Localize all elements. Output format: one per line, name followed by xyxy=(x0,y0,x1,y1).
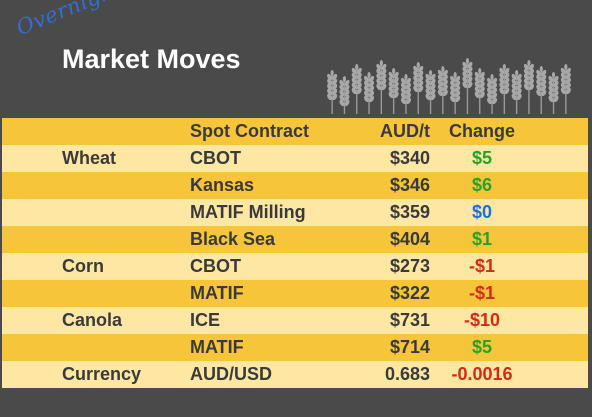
column-header-contract: Spot Contract xyxy=(190,121,309,141)
wheat-stalk-icon xyxy=(536,66,547,114)
wheat-stalk-icon xyxy=(425,70,436,114)
contract-cell: Black Sea xyxy=(190,229,276,249)
market-table: Spot Contract AUD/t Change Wheat CBOT $340… xyxy=(2,118,588,388)
commodity-cell: Corn xyxy=(62,256,104,276)
overnight-label: Overnight xyxy=(13,0,126,40)
page-title: Market Moves xyxy=(62,44,241,74)
contract-cell: CBOT xyxy=(190,148,241,168)
wheat-stalk-icon xyxy=(487,74,498,114)
commodity-cell: Wheat xyxy=(62,148,116,168)
price-cell: $273 xyxy=(389,256,430,276)
change-cell: $0 xyxy=(471,202,493,222)
wheat-stalk-icon xyxy=(523,60,534,114)
change-cell: -$1 xyxy=(468,283,495,303)
wheat-stalk-icon xyxy=(339,76,350,114)
commodity-cell: Canola xyxy=(62,310,123,330)
table-row: Canola ICE $731 -$10 xyxy=(2,307,588,334)
change-cell: $5 xyxy=(471,337,493,357)
contract-cell: ICE xyxy=(190,310,221,330)
contract-cell: CBOT xyxy=(190,256,241,276)
wheat-stalks-decoration xyxy=(327,58,571,114)
column-header-price: AUD/t xyxy=(380,121,430,141)
price-cell: $322 xyxy=(389,283,430,303)
table-row: Wheat CBOT $340 $5 xyxy=(2,145,588,172)
wheat-stalk-icon xyxy=(450,72,461,114)
table-row: Black Sea $404 $1 xyxy=(2,226,588,253)
commodity-cell: Currency xyxy=(62,364,142,384)
wheat-stalk-icon xyxy=(462,58,473,114)
table-header-row: Spot Contract AUD/t Change xyxy=(2,118,588,145)
wheat-stalk-icon xyxy=(400,74,411,114)
price-cell: $346 xyxy=(389,175,430,195)
contract-cell: Kansas xyxy=(190,175,255,195)
wheat-stalk-icon xyxy=(474,68,485,114)
change-cell: $5 xyxy=(471,148,493,168)
wheat-stalk-icon xyxy=(364,72,375,114)
price-cell: $359 xyxy=(389,202,430,222)
wheat-stalk-icon xyxy=(437,66,448,114)
price-cell: $340 xyxy=(389,148,430,168)
header: Overnight Market Moves xyxy=(0,0,592,118)
column-header-change: Change xyxy=(448,121,515,141)
wheat-stalk-icon xyxy=(548,72,559,114)
wheat-stalk-icon xyxy=(413,62,424,114)
price-cell: 0.683 xyxy=(384,364,430,384)
wheat-stalk-icon xyxy=(327,70,338,114)
price-cell: $731 xyxy=(389,310,430,330)
table-row: MATIF $714 $5 xyxy=(2,334,588,361)
wheat-stalk-icon xyxy=(376,60,387,114)
table-row: Currency AUD/USD 0.683 -0.0016 xyxy=(2,361,588,388)
contract-cell: MATIF xyxy=(190,283,244,303)
wheat-stalk-icon xyxy=(388,68,399,114)
change-cell: -$1 xyxy=(468,256,495,276)
wheat-stalk-icon xyxy=(511,70,522,114)
price-cell: $714 xyxy=(389,337,430,357)
price-cell: $404 xyxy=(389,229,430,249)
table-row: Kansas $346 $6 xyxy=(2,172,588,199)
change-cell: $6 xyxy=(471,175,493,195)
table-row: MATIF $322 -$1 xyxy=(2,280,588,307)
change-cell: -$10 xyxy=(463,310,501,330)
contract-cell: AUD/USD xyxy=(190,364,273,384)
contract-cell: MATIF xyxy=(190,337,244,357)
wheat-stalk-icon xyxy=(499,64,510,114)
table-row: MATIF Milling $359 $0 xyxy=(2,199,588,226)
wheat-stalk-icon xyxy=(560,64,571,114)
footer-bar xyxy=(0,389,592,417)
wheat-stalk-icon xyxy=(351,64,362,114)
change-cell: -0.0016 xyxy=(451,364,513,384)
table-row: Corn CBOT $273 -$1 xyxy=(2,253,588,280)
change-cell: $1 xyxy=(471,229,493,249)
contract-cell: MATIF Milling xyxy=(190,202,306,222)
